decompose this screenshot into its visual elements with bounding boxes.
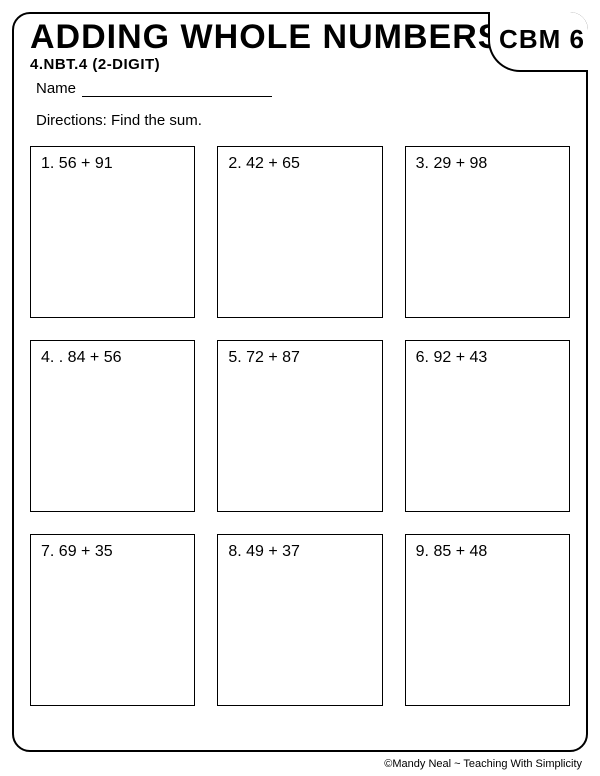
problem-label: 4. . 84 + 56 bbox=[41, 349, 122, 366]
problem-cell: 4. . 84 + 56 bbox=[30, 340, 195, 512]
problem-cell: 6. 92 + 43 bbox=[405, 340, 570, 512]
problem-label: 5. 72 + 87 bbox=[228, 349, 300, 366]
problem-cell: 1. 56 + 91 bbox=[30, 146, 195, 318]
standard-subtitle: 4.NBT.4 (2-DIGIT) bbox=[30, 56, 160, 73]
problem-label: 7. 69 + 35 bbox=[41, 543, 113, 560]
problem-cell: 7. 69 + 35 bbox=[30, 534, 195, 706]
problem-cell: 5. 72 + 87 bbox=[217, 340, 382, 512]
problem-cell: 8. 49 + 37 bbox=[217, 534, 382, 706]
name-input-line[interactable] bbox=[82, 83, 272, 97]
directions-text: Directions: Find the sum. bbox=[36, 112, 202, 129]
cbm-badge-text: CBM 6 bbox=[499, 24, 585, 55]
problem-cell: 9. 85 + 48 bbox=[405, 534, 570, 706]
worksheet-title: ADDING WHOLE NUMBERS bbox=[30, 18, 501, 57]
problem-cell: 2. 42 + 65 bbox=[217, 146, 382, 318]
problem-label: 9. 85 + 48 bbox=[416, 543, 488, 560]
problem-label: 3. 29 + 98 bbox=[416, 155, 488, 172]
problem-label: 6. 92 + 43 bbox=[416, 349, 488, 366]
name-label: Name bbox=[36, 80, 76, 97]
problem-label: 2. 42 + 65 bbox=[228, 155, 300, 172]
problem-grid: 1. 56 + 91 2. 42 + 65 3. 29 + 98 4. . 84… bbox=[30, 146, 570, 706]
copyright-text: ©Mandy Neal ~ Teaching With Simplicity bbox=[384, 758, 582, 770]
problem-label: 1. 56 + 91 bbox=[41, 155, 113, 172]
problem-label: 8. 49 + 37 bbox=[228, 543, 300, 560]
problem-cell: 3. 29 + 98 bbox=[405, 146, 570, 318]
cbm-badge: CBM 6 bbox=[488, 12, 588, 72]
name-row: Name bbox=[36, 80, 272, 97]
